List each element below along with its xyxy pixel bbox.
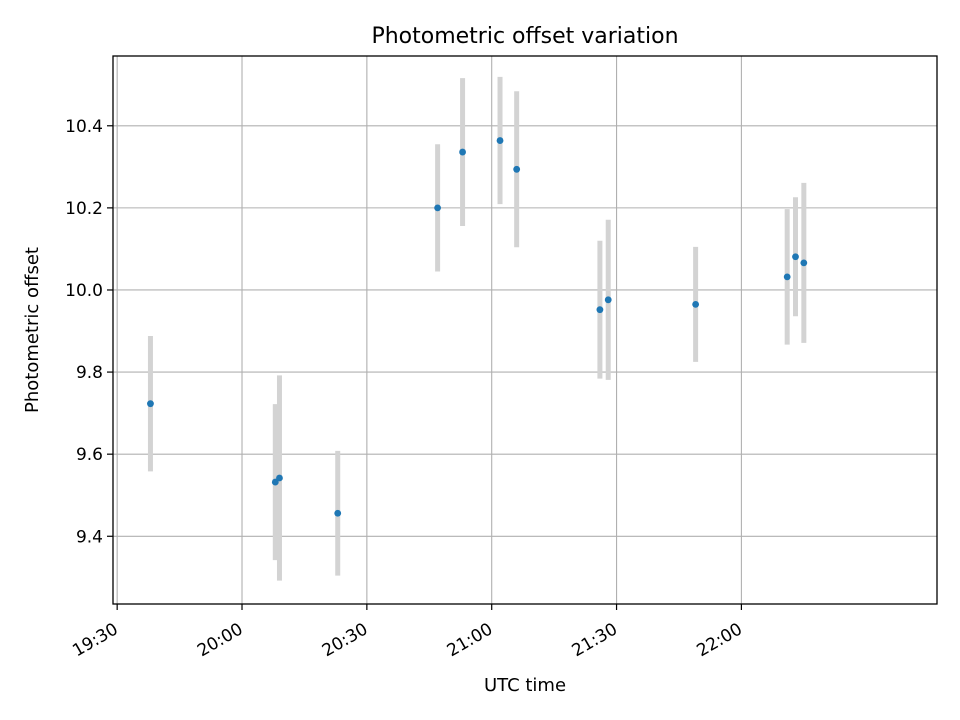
chart-title: Photometric offset variation (371, 24, 678, 49)
y-tick-label: 10.0 (65, 281, 103, 301)
data-point (271, 478, 279, 486)
y-tick-label: 9.8 (76, 363, 103, 383)
data-point (434, 204, 442, 212)
data-point (792, 253, 799, 261)
y-tick-label: 9.4 (76, 527, 103, 547)
y-axis-label: Photometric offset (22, 247, 43, 413)
grid-layer (113, 56, 937, 604)
y-tick-label: 10.2 (65, 199, 103, 219)
data-point (513, 165, 521, 173)
data-point (147, 400, 154, 408)
point-layer (147, 137, 808, 517)
plot-frame (112, 55, 938, 605)
data-point (604, 296, 612, 304)
x-axis-label: UTC time (484, 675, 566, 696)
data-point (496, 137, 504, 144)
data-point (276, 474, 283, 482)
data-point (334, 509, 342, 517)
data-point (596, 306, 604, 314)
y-tick-label: 10.4 (65, 117, 103, 137)
y-tick-label: 9.6 (76, 445, 103, 465)
data-point (800, 259, 808, 267)
data-point (783, 273, 791, 281)
data-point (692, 300, 700, 308)
data-point (459, 148, 466, 156)
